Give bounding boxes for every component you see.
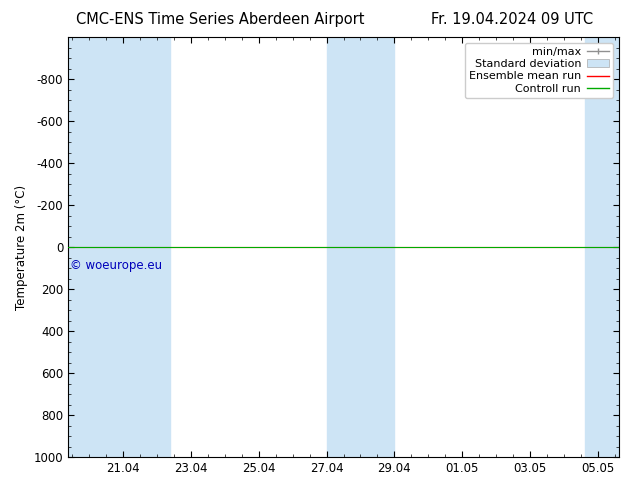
Bar bbox=[585, 37, 634, 457]
Bar bbox=[68, 37, 170, 457]
Bar bbox=[327, 37, 394, 457]
Legend: min/max, Standard deviation, Ensemble mean run, Controll run: min/max, Standard deviation, Ensemble me… bbox=[465, 43, 614, 98]
Text: Fr. 19.04.2024 09 UTC: Fr. 19.04.2024 09 UTC bbox=[431, 12, 593, 27]
Text: CMC-ENS Time Series Aberdeen Airport: CMC-ENS Time Series Aberdeen Airport bbox=[76, 12, 365, 27]
Text: © woeurope.eu: © woeurope.eu bbox=[70, 259, 162, 271]
Y-axis label: Temperature 2m (°C): Temperature 2m (°C) bbox=[15, 185, 28, 310]
